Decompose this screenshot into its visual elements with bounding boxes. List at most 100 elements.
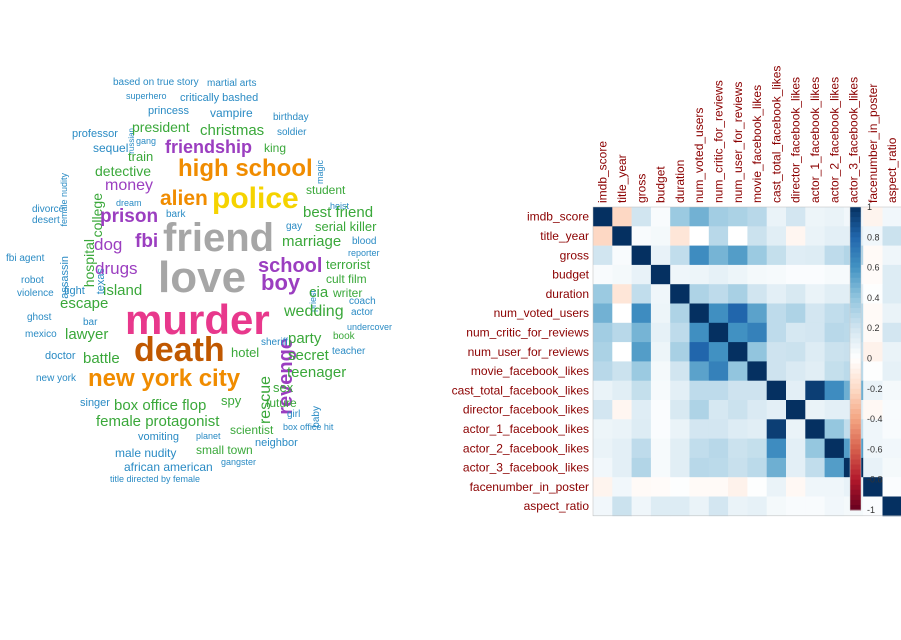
cell-actor_3_facebook_likes-num_critic_for_reviews [708, 457, 729, 478]
row-label-movie_facebook_likes: movie_facebook_likes [471, 364, 589, 378]
cell-actor_3_facebook_likes-director_facebook_likes [786, 457, 806, 478]
cell-actor_3_facebook_likes-num_voted_users [689, 457, 710, 478]
cell-director_facebook_likes-budget [650, 400, 671, 420]
cell-director_facebook_likes-cast_total_facebook_likes [766, 400, 787, 420]
colorbar-segment [850, 297, 861, 304]
cell-imdb_score-movie_facebook_likes [747, 207, 768, 227]
colorbar-segment [850, 323, 861, 329]
cell-actor_2_facebook_likes-director_facebook_likes [786, 438, 806, 459]
cell-cast_total_facebook_likes-actor_2_facebook_likes [824, 380, 845, 401]
word-student: student [306, 183, 346, 197]
cell-imdb_score-aspect_ratio [882, 207, 901, 227]
cell-actor_3_facebook_likes-actor_2_facebook_likes [824, 457, 845, 478]
col-label-num_critic_for_reviews: num_critic_for_reviews [711, 80, 725, 203]
cell-num_critic_for_reviews-actor_2_facebook_likes [824, 322, 845, 343]
cell-num_user_for_reviews-budget [650, 342, 671, 362]
cell-facenumber_in_poster-actor_1_facebook_likes [805, 477, 825, 497]
colorbar-frame [849, 206, 862, 511]
word-lawyer: lawyer [65, 326, 109, 343]
cell-num_critic_for_reviews-budget [650, 322, 671, 343]
cell-cast_total_facebook_likes-num_critic_for_reviews [708, 380, 729, 401]
word-fbi-agent: fbi agent [6, 253, 45, 264]
colorbar-segment [850, 353, 861, 359]
word-birthday: birthday [273, 112, 309, 123]
cell-duration-aspect_ratio [882, 284, 901, 304]
cell-movie_facebook_likes-title_year [612, 361, 632, 382]
cell-facenumber_in_poster-imdb_score [593, 477, 613, 497]
colorbar-segment [850, 388, 861, 395]
cell-budget-num_critic_for_reviews [708, 264, 729, 285]
cell-num_user_for_reviews-actor_2_facebook_likes [824, 342, 845, 362]
colorbar-segment [850, 328, 861, 334]
cell-actor_1_facebook_likes-director_facebook_likes [786, 419, 806, 439]
colorbar-segment [850, 313, 861, 319]
word-friendship: friendship [165, 137, 253, 157]
cell-actor_3_facebook_likes-imdb_score [593, 457, 613, 478]
cell-facenumber_in_poster-facenumber_in_poster [863, 477, 883, 497]
cell-budget-facenumber_in_poster [863, 264, 883, 285]
cell-num_critic_for_reviews-cast_total_facebook_likes [766, 322, 787, 343]
word-violence: violence [17, 288, 54, 299]
cell-aspect_ratio-director_facebook_likes [786, 496, 806, 517]
colorbar-segment [850, 247, 861, 253]
cell-imdb_score-num_voted_users [689, 207, 710, 227]
cell-actor_3_facebook_likes-facenumber_in_poster [863, 457, 883, 478]
cell-facenumber_in_poster-aspect_ratio [882, 477, 901, 497]
word-island: island [103, 282, 143, 299]
cell-num_critic_for_reviews-title_year [612, 322, 632, 343]
cell-imdb_score-budget [650, 207, 671, 227]
word-money: money [105, 177, 154, 194]
cell-facenumber_in_poster-num_voted_users [689, 477, 710, 497]
cell-gross-actor_1_facebook_likes [805, 245, 825, 266]
cell-movie_facebook_likes-imdb_score [593, 361, 613, 382]
cell-aspect_ratio-num_voted_users [689, 496, 710, 517]
cell-duration-num_voted_users [689, 284, 710, 304]
colorbar-segment [850, 212, 861, 218]
word-sex: sex [273, 380, 294, 395]
colorbar-segment [850, 343, 861, 349]
cell-num_voted_users-director_facebook_likes [786, 303, 806, 324]
cell-num_user_for_reviews-movie_facebook_likes [747, 342, 768, 362]
cell-title_year-actor_2_facebook_likes [824, 226, 845, 246]
cell-budget-imdb_score [593, 264, 613, 285]
row-label-facenumber_in_poster: facenumber_in_poster [470, 480, 589, 494]
colorbar-segment [850, 277, 861, 284]
word-fbi: fbi [135, 231, 159, 252]
heatmap-frame [592, 206, 901, 517]
word-hotel: hotel [231, 345, 260, 360]
row-label-director_facebook_likes: director_facebook_likes [463, 403, 589, 417]
cell-title_year-actor_1_facebook_likes [805, 226, 825, 246]
word-based-on-true-story: based on true story [113, 77, 199, 88]
cell-movie_facebook_likes-actor_1_facebook_likes [805, 361, 825, 382]
cell-aspect_ratio-imdb_score [593, 496, 613, 517]
word-sequel: sequel [93, 141, 129, 155]
col-label-duration: duration [673, 160, 687, 203]
cell-movie_facebook_likes-cast_total_facebook_likes [766, 361, 787, 382]
cell-num_critic_for_reviews-num_user_for_reviews [728, 322, 748, 343]
cell-actor_2_facebook_likes-num_user_for_reviews [728, 438, 748, 459]
colorbar-segment [850, 267, 861, 274]
word-coach: coach [349, 296, 376, 307]
cell-aspect_ratio-gross [631, 496, 652, 517]
colorbar-segment [850, 207, 861, 213]
cell-movie_facebook_likes-actor_2_facebook_likes [824, 361, 845, 382]
row-label-imdb_score: imdb_score [527, 210, 589, 224]
word-spy: spy [221, 393, 242, 408]
word-dream: dream [116, 198, 142, 208]
word-mexico: mexico [25, 329, 57, 340]
cell-num_user_for_reviews-imdb_score [593, 342, 613, 362]
cell-num_user_for_reviews-aspect_ratio [882, 342, 901, 362]
cell-cast_total_facebook_likes-duration [670, 380, 690, 401]
word-princess: princess [148, 105, 189, 117]
cell-director_facebook_likes-duration [670, 400, 690, 420]
colorbar-segment [850, 237, 861, 243]
word-magic: magic [315, 160, 325, 185]
word-soldier: soldier [277, 127, 307, 138]
col-label-actor_1_facebook_likes: actor_1_facebook_likes [808, 77, 822, 203]
cell-num_user_for_reviews-num_critic_for_reviews [708, 342, 729, 362]
cell-num_voted_users-facenumber_in_poster [863, 303, 883, 324]
colorbar-segment [850, 257, 861, 264]
cell-aspect_ratio-facenumber_in_poster [863, 496, 883, 517]
colorbar-segment [850, 398, 861, 405]
